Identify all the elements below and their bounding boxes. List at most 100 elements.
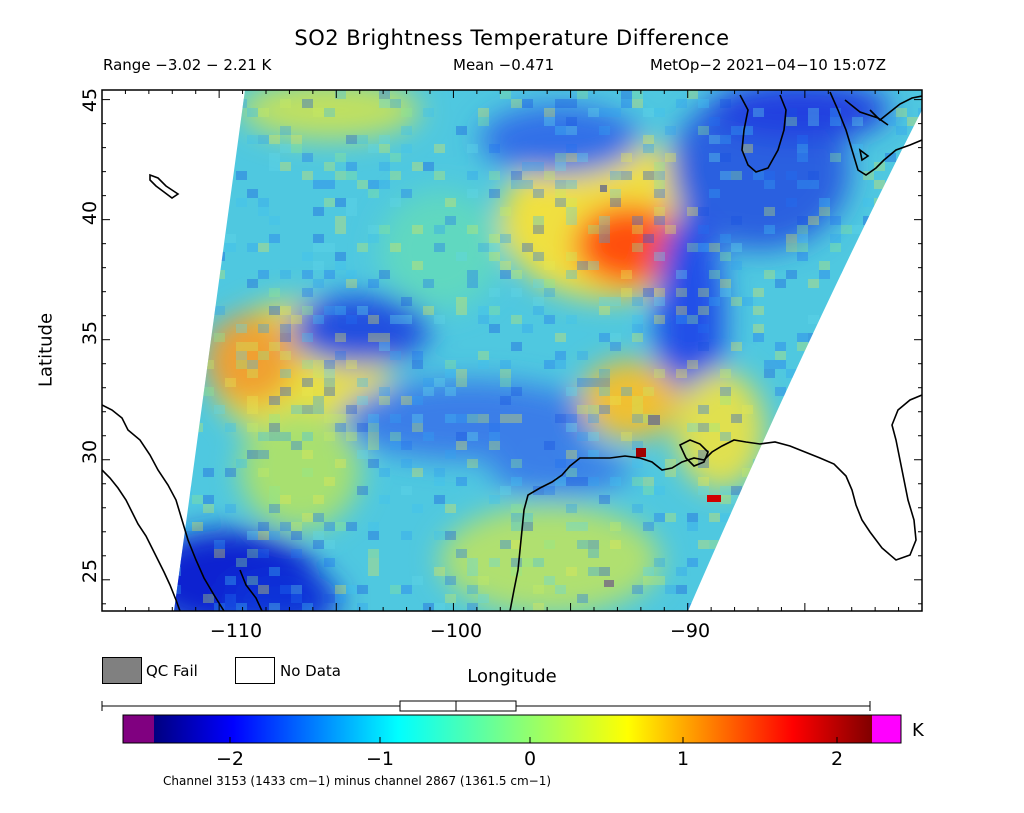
swath-pixel — [676, 288, 687, 297]
swath-pixel — [764, 171, 775, 180]
range-readout: Range −3.02 − 2.21 K — [103, 56, 272, 74]
swath-pixel — [731, 486, 742, 495]
swath-pixel — [511, 315, 522, 324]
swath-pixel — [632, 297, 643, 306]
swath-pixel — [599, 567, 610, 576]
swath-pixel — [786, 396, 797, 405]
swath-pixel — [830, 117, 841, 126]
swath-pixel — [291, 585, 302, 594]
swath-pixel — [247, 450, 258, 459]
swath-pixel — [731, 540, 742, 549]
swath-pixel — [379, 396, 390, 405]
swath-pixel — [555, 414, 566, 423]
swath-pixel — [445, 369, 456, 378]
swath-pixel — [797, 333, 808, 342]
swath-pixel — [302, 450, 313, 459]
swath-pixel — [698, 99, 709, 108]
swath-pixel — [731, 126, 742, 135]
swath-pixel — [555, 333, 566, 342]
swath-pixel — [368, 441, 379, 450]
swath-pixel — [456, 297, 467, 306]
swath-pixel — [742, 297, 753, 306]
swath-pixel — [698, 423, 709, 432]
swath-pixel — [511, 477, 522, 486]
swath-pixel — [280, 306, 291, 315]
swath-pixel — [225, 504, 236, 513]
swath-pixel — [852, 117, 863, 126]
swath-pixel — [731, 171, 742, 180]
swath-pixel — [918, 243, 922, 252]
swath-pixel — [544, 576, 555, 585]
swath-pixel — [775, 360, 786, 369]
swath-pixel — [258, 207, 269, 216]
swath-pixel — [401, 189, 412, 198]
swath-pixel — [885, 153, 896, 162]
swath-pixel — [632, 333, 643, 342]
swath-pixel — [522, 243, 533, 252]
swath-pixel — [434, 225, 445, 234]
swath-pixel — [544, 117, 555, 126]
swath-pixel — [753, 333, 764, 342]
swath-pixel — [390, 432, 401, 441]
swath-pixel — [401, 144, 412, 153]
swath-pixel — [489, 306, 500, 315]
swath-pixel — [324, 180, 335, 189]
swath-pixel — [478, 360, 489, 369]
swath-pixel — [346, 198, 357, 207]
swath-pixel — [599, 216, 610, 225]
swath-pixel — [247, 135, 258, 144]
swath-pixel — [346, 135, 357, 144]
swath-pixel — [808, 360, 819, 369]
swath-pixel — [808, 333, 819, 342]
swath-pixel — [753, 171, 764, 180]
swath-pixel — [808, 279, 819, 288]
swath-pixel — [489, 171, 500, 180]
swath-pixel — [852, 360, 863, 369]
swath-pixel — [918, 108, 922, 117]
swath-pixel — [863, 567, 874, 576]
swath-pixel — [500, 261, 511, 270]
swath-pixel — [280, 144, 291, 153]
swath-pixel — [478, 117, 489, 126]
swath-pixel — [368, 414, 379, 423]
chart-title: SO2 Brightness Temperature Difference — [294, 26, 730, 50]
swath-pixel — [258, 108, 269, 117]
swath-pixel — [357, 135, 368, 144]
swath-pixel — [632, 585, 643, 594]
swath-pixel — [632, 90, 643, 99]
swath-pixel — [225, 576, 236, 585]
swath-pixel — [907, 567, 918, 576]
swath-pixel — [698, 126, 709, 135]
swath-pixel — [533, 306, 544, 315]
colorbar-tick-label: −2 — [215, 748, 245, 770]
swath-pixel — [786, 117, 797, 126]
swath-pixel — [566, 153, 577, 162]
swath-pixel — [445, 216, 456, 225]
swath-pixel — [511, 180, 522, 189]
swath-pixel — [753, 531, 764, 540]
coastline-overlay — [102, 91, 922, 611]
swath-pixel — [566, 567, 577, 576]
swath-pixel — [621, 153, 632, 162]
swath-pixel — [390, 441, 401, 450]
swath-pixel — [291, 405, 302, 414]
swath-pixel — [742, 522, 753, 531]
swath-pixel — [863, 423, 874, 432]
swath-pixel — [401, 531, 412, 540]
swath-pixel — [324, 540, 335, 549]
swath-pixel — [643, 387, 654, 396]
swath-pixel — [357, 243, 368, 252]
swath-pixel — [610, 333, 621, 342]
swath-pixel — [247, 576, 258, 585]
swath-pixel — [489, 324, 500, 333]
swath-pixel — [808, 171, 819, 180]
swath-pixel — [313, 180, 324, 189]
swath-pixel — [643, 171, 654, 180]
swath-pixel — [313, 360, 324, 369]
swath-pixel — [577, 378, 588, 387]
satellite-timestamp: MetOp−2 2021−04−10 15:07Z — [650, 56, 887, 74]
swath-pixel — [643, 135, 654, 144]
swath-pixel — [412, 261, 423, 270]
swath-pixel — [577, 90, 588, 99]
